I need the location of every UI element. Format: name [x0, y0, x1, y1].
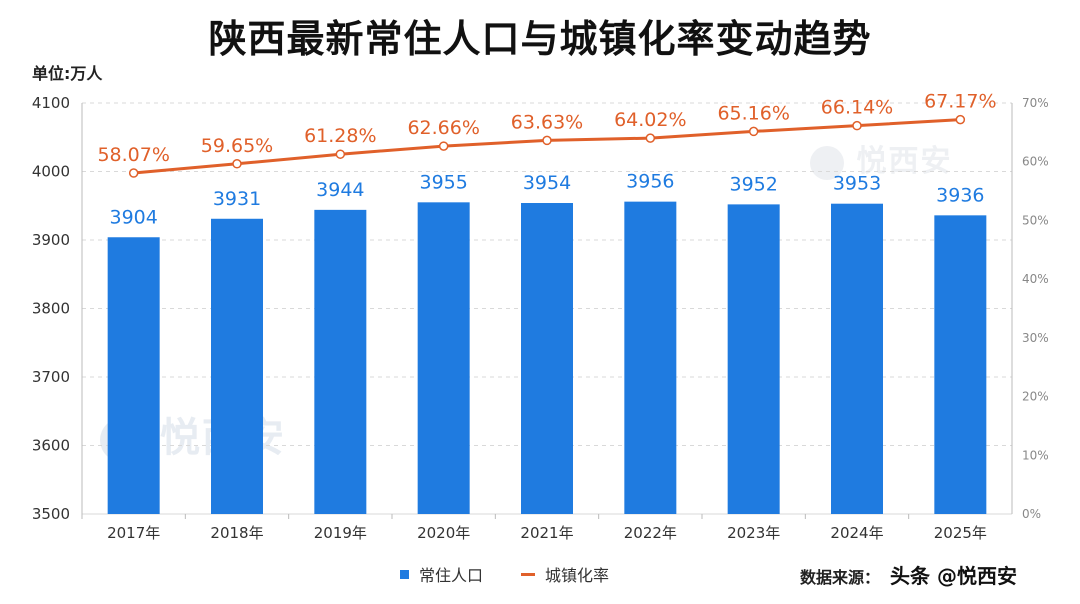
bar-data-label: 3953: [833, 173, 881, 195]
x-tick-label: 2025年: [934, 524, 987, 542]
line-point: [335, 149, 346, 159]
y-left-tick-label: 4000: [32, 163, 70, 181]
bar-data-label: 3931: [213, 188, 261, 210]
y-left-tick-label: 3600: [32, 437, 70, 455]
y-right-tick-label: 10%: [1022, 448, 1049, 462]
unit-label: 单位:万人: [32, 64, 103, 83]
line-point: [232, 159, 242, 169]
bar: [417, 202, 470, 514]
line-point: [542, 135, 552, 146]
y-right-tick-label: 0%: [1022, 507, 1041, 521]
x-tick-label: 2017年: [107, 524, 160, 542]
bar: [934, 215, 987, 514]
watermark-logo-small: 悦西安: [810, 136, 952, 180]
line-point: [438, 141, 449, 151]
bar-data-label: 3904: [109, 206, 157, 228]
line-data-label: 64.02%: [614, 109, 686, 131]
legend-item-urbanization[interactable]: 城镇化率: [521, 562, 609, 586]
line-point: [955, 114, 966, 125]
bar-data-label: 3956: [626, 171, 674, 193]
line-data-label: 65.16%: [717, 102, 789, 124]
legend-swatch-bar: [400, 569, 409, 579]
bar: [831, 203, 883, 514]
y-right-tick-label: 50%: [1022, 213, 1049, 227]
source-note: 数据来源： 头条 @悦西安: [800, 560, 1017, 589]
bar: [211, 218, 263, 514]
y-left-tick-label: 3500: [32, 505, 70, 523]
y-right-tick-label: 30%: [1022, 331, 1049, 345]
legend-label-urbanization: 城镇化率: [545, 566, 610, 585]
legend-item-population[interactable]: 常住人口: [400, 562, 483, 586]
x-tick-label: 2023年: [727, 524, 780, 542]
chart-title: 陕西最新常住人口与城镇化率变动趋势: [208, 17, 872, 61]
y-right-tick-label: 20%: [1022, 390, 1049, 404]
bar-data-label: 3955: [419, 171, 467, 193]
bar-data-label: 3954: [523, 172, 571, 194]
line-data-label: 59.65%: [201, 135, 273, 157]
x-tick-label: 2020年: [417, 524, 470, 542]
legend-label-population: 常住人口: [419, 566, 484, 585]
bar: [521, 203, 573, 514]
bar-data-label: 3944: [316, 179, 364, 201]
x-tick-label: 2024年: [830, 524, 883, 542]
line-data-label: 67.17%: [924, 91, 996, 113]
line-data-label: 62.66%: [407, 117, 479, 139]
y-right-tick-label: 40%: [1022, 272, 1049, 286]
line-point: [645, 133, 656, 143]
x-tick-label: 2019年: [314, 524, 367, 542]
legend: 常住人口 城镇化率: [400, 562, 635, 586]
line-data-label: 63.63%: [511, 111, 583, 133]
bar-data-label: 3936: [936, 184, 984, 206]
line-point: [748, 126, 759, 137]
line-point: [128, 168, 139, 178]
source-handle: 头条 @悦西安: [890, 564, 1017, 588]
line-point: [852, 120, 862, 131]
bar: [314, 209, 367, 515]
y-left-tick-label: 3800: [32, 300, 70, 318]
bar-data-label: 3952: [729, 173, 777, 195]
y-left-tick-label: 3900: [32, 231, 70, 249]
y-left-tick-label: 3700: [32, 368, 70, 386]
legend-swatch-line: [521, 572, 536, 576]
watermark-circle-icon-small: [810, 145, 844, 180]
bar: [727, 204, 780, 514]
y-right-tick-label: 70%: [1022, 96, 1049, 110]
x-tick-label: 2022年: [624, 524, 677, 542]
x-tick-label: 2021年: [520, 524, 573, 542]
bar: [624, 201, 677, 514]
x-tick-label: 2018年: [210, 524, 263, 542]
line-data-label: 61.28%: [304, 125, 376, 147]
bar: [107, 237, 160, 514]
y-right-tick-label: 60%: [1022, 155, 1049, 169]
line-data-label: 66.14%: [821, 97, 893, 119]
line-data-label: 58.07%: [97, 144, 169, 166]
watermark-text-small: 悦西安: [856, 144, 953, 179]
source-label: 数据来源：: [800, 568, 881, 587]
y-left-tick-label: 4100: [32, 94, 70, 112]
